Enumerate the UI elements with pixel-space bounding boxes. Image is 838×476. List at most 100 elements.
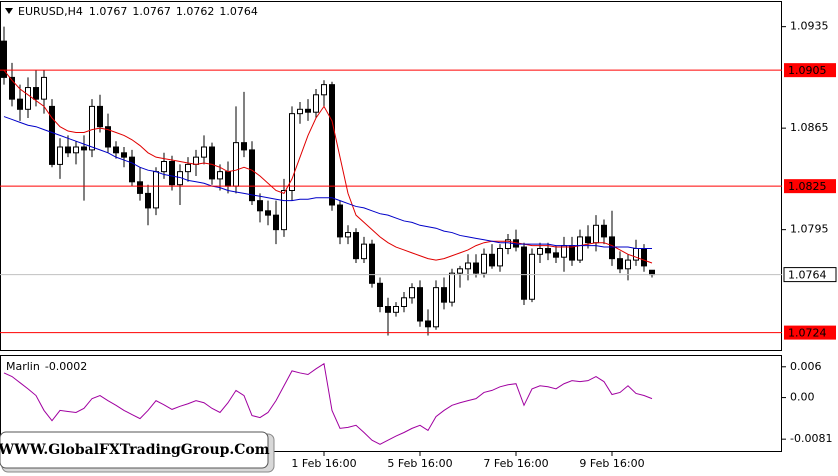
candle-body (33, 87, 39, 100)
candle-body (1, 40, 7, 78)
candle-body (17, 98, 23, 110)
indicator-panel-frame (0, 355, 782, 452)
candle-body (569, 245, 575, 261)
candle-body (313, 94, 319, 113)
line-series (3, 116, 652, 249)
y-tick-label: 0.00 (790, 391, 815, 404)
candle-body (329, 84, 335, 206)
candle-body (433, 287, 439, 328)
candle-body (505, 239, 511, 250)
candle-body (105, 126, 111, 148)
candle-body (97, 105, 103, 128)
x-tick-label: 9 Feb 16:00 (579, 457, 644, 470)
last-close: 1.0764 (219, 5, 258, 18)
candle-body (113, 146, 119, 154)
y-tick-label: -0.0081 (790, 432, 832, 445)
candle-body (9, 76, 15, 100)
candle-body (353, 232, 359, 260)
candle-body (537, 248, 543, 255)
candle-body (257, 200, 263, 212)
level-label: 1.0825 (788, 180, 827, 193)
indicator-header: Marlin -0.0002 (6, 360, 87, 373)
candle-body (153, 171, 159, 209)
candle-body (369, 243, 375, 284)
y-tick-label: 1.0795 (790, 223, 829, 236)
indicator-name: Marlin (6, 360, 40, 373)
watermark: WWW.GlobalFXTradingGroup.Com (0, 442, 270, 458)
x-tick-label: 7 Feb 16:00 (483, 457, 548, 470)
candle-body (217, 171, 223, 180)
candle-body (409, 287, 415, 299)
candle-body (233, 142, 239, 187)
candle-body (609, 236, 615, 260)
candle-body (649, 269, 655, 276)
level-label-box (784, 63, 836, 78)
candle-body (57, 146, 63, 165)
candle-body (473, 262, 479, 274)
candle-body (49, 105, 55, 165)
candle-body (625, 259, 631, 270)
symbol: EURUSD,H4 (18, 5, 83, 18)
candle-body (457, 268, 463, 274)
watermark-frame (0, 431, 269, 469)
line-series (3, 362, 653, 445)
y-tick-label: 1.0865 (790, 121, 829, 134)
candle-body (337, 204, 343, 238)
candle-body (25, 87, 31, 110)
candle-body (121, 152, 127, 158)
candle-body (297, 108, 303, 115)
candle-body (529, 253, 535, 300)
candle-body (321, 84, 327, 96)
candle-body (161, 161, 167, 173)
candle-body (465, 262, 471, 270)
candle-body (73, 146, 79, 154)
candle-body (41, 76, 47, 100)
candle-body (305, 108, 311, 113)
level-label-box (784, 179, 836, 194)
candle-body (289, 113, 295, 191)
candle-body (129, 156, 135, 183)
candle-body (345, 232, 351, 238)
candle-body (641, 248, 647, 267)
candle-body (441, 287, 447, 303)
y-tick-label: 0.006 (790, 360, 822, 373)
candle-body (401, 297, 407, 307)
y-tick-label: 1.0935 (790, 20, 829, 33)
symbol-header: EURUSD,H4 1.0767 1.0767 1.0762 1.0764 (18, 5, 258, 18)
candle-body (185, 163, 191, 173)
candle-body (265, 210, 271, 216)
line-series (3, 69, 653, 264)
candle-body (521, 246, 527, 300)
candle-body (385, 306, 391, 313)
candle-body (481, 253, 487, 274)
candle-body (137, 181, 143, 194)
candle-body (601, 224, 607, 238)
candle-body (553, 252, 559, 258)
last-open: 1.0767 (89, 5, 128, 18)
candle-body (585, 236, 591, 244)
x-tick-label: 5 Feb 16:00 (387, 457, 452, 470)
last-low: 1.0762 (176, 5, 215, 18)
candle-body (425, 320, 431, 328)
candle-body (449, 272, 455, 303)
main-panel-frame (0, 1, 782, 351)
indicator-last: -0.0002 (45, 360, 87, 373)
candle-body (593, 224, 599, 244)
candle-body (497, 248, 503, 267)
candle-body (617, 258, 623, 270)
level-label: 1.0724 (788, 327, 827, 340)
candle-body (81, 146, 87, 151)
candle-body (201, 146, 207, 158)
candle-body (65, 146, 71, 154)
price-label-box (783, 267, 837, 283)
last-high: 1.0767 (132, 5, 171, 18)
candle-body (377, 282, 383, 307)
candle-body (225, 171, 231, 187)
candle-body (545, 248, 551, 254)
candle-body (393, 306, 399, 313)
price-label: 1.0764 (788, 269, 827, 282)
candle-body (281, 190, 287, 231)
plot-area: 1.0935 1.0865 1.0795 1.0905 1.0825 1.0724 1.07… (0, 20, 837, 470)
